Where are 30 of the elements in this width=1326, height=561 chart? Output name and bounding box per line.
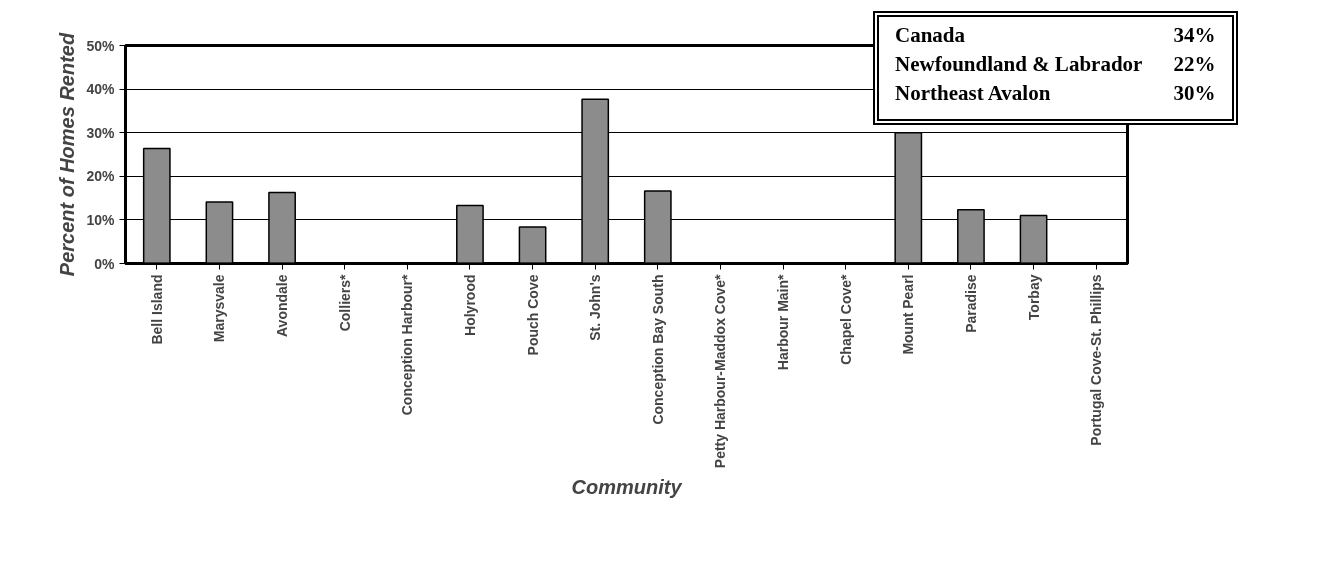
x-tick-label: Paradise [962, 274, 979, 333]
y-tick-label: 30% [86, 124, 116, 141]
y-tick-label: 0% [94, 255, 116, 272]
x-tick-label: Torbay [1025, 274, 1042, 321]
x-tick-label: Pouch Cove [524, 274, 541, 356]
x-tick-label: Conception Bay South [649, 274, 666, 425]
x-tick-label: Holyrood [461, 274, 478, 336]
text: 34% [1172, 22, 1217, 49]
x-tick-label: St. John's [587, 274, 604, 341]
x-tick-label: Colliers* [336, 273, 353, 332]
x-tick-label: Bell Island [148, 274, 165, 345]
x-tick-label: Petty Harbour-Maddox Cove* [712, 273, 729, 469]
x-tick-label: Mount Pearl [900, 274, 917, 355]
x-tick-label: Portugal Cove-St. Phillips [1088, 274, 1105, 446]
x-tick-label: Chapel Cove* [837, 273, 854, 365]
x-tick-label: Marysvale [211, 274, 228, 343]
x-tick-label: Conception Harbour* [399, 273, 416, 416]
y-tick-label: 20% [86, 168, 116, 185]
text: 22% [1172, 51, 1217, 78]
y-tick-label: 50% [86, 37, 116, 54]
y-axis-title: Percent of Homes Rented [56, 32, 79, 277]
y-tick-label: 10% [86, 211, 116, 228]
x-axis-title: Community [571, 476, 683, 499]
annotation: Newfoundland & Labrador [895, 51, 1144, 78]
y-tick-label: 40% [86, 81, 116, 98]
text: 30% [1172, 80, 1217, 107]
x-tick-label: Avondale [274, 274, 291, 337]
annotation: Canada [895, 22, 967, 49]
x-tick-label: Harbour Main* [775, 273, 792, 371]
annotation: Northeast Avalon [895, 80, 1052, 107]
